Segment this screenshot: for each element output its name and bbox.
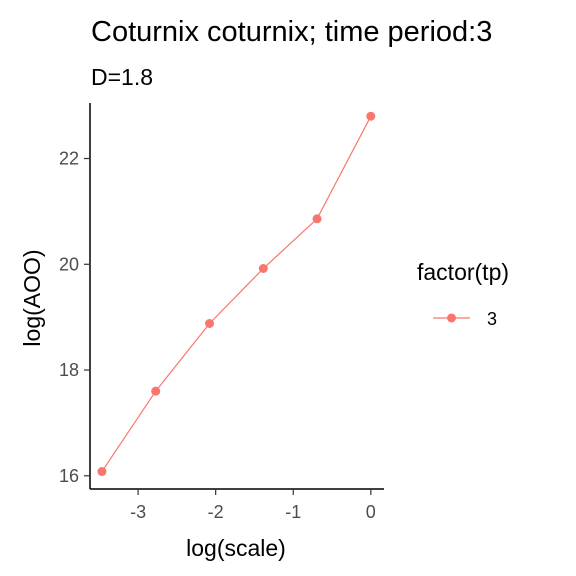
y-tick-label: 18: [59, 360, 79, 380]
x-tick-label: -3: [130, 502, 146, 522]
y-tick-label: 20: [59, 254, 79, 274]
data-point: [151, 386, 161, 396]
series-line: [101, 115, 372, 472]
plot-panel: -3 -2 -1 0 16 18 20 22: [59, 103, 384, 522]
x-tick-label: 0: [366, 502, 376, 522]
data-point: [366, 111, 376, 121]
legend-title: factor(tp): [417, 259, 509, 285]
x-tick-label: -2: [208, 502, 224, 522]
data-point: [258, 264, 268, 274]
x-tick-label: -1: [285, 502, 301, 522]
y-tick-label: 22: [59, 149, 79, 169]
data-point: [97, 467, 107, 477]
legend-key-point: [447, 313, 456, 323]
series-layer: [97, 111, 376, 477]
chart-subtitle: D=1.8: [91, 64, 153, 90]
data-point: [205, 318, 215, 328]
y-axis-ticks: 16 18 20 22: [59, 149, 90, 486]
legend-entry-label: 3: [487, 309, 497, 329]
y-axis-title: log(AOO): [19, 249, 45, 346]
x-axis-ticks: -3 -2 -1 0: [130, 489, 376, 522]
y-tick-label: 16: [59, 466, 79, 486]
legend: factor(tp) 3: [417, 259, 509, 329]
chart-title: Coturnix coturnix; time period:3: [91, 16, 492, 48]
data-point: [312, 214, 322, 224]
x-axis-title: log(scale): [186, 535, 286, 561]
